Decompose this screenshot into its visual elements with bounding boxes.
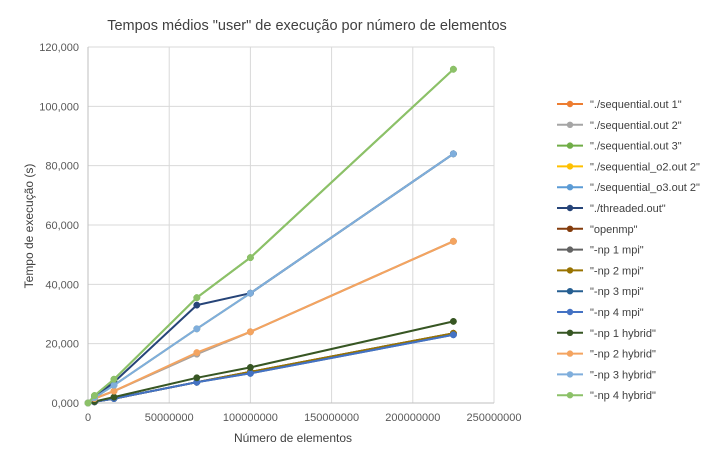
data-point xyxy=(193,301,201,309)
data-point xyxy=(449,331,457,339)
legend-item: "./sequential.out 3" xyxy=(557,141,682,153)
data-point xyxy=(193,325,201,333)
data-point xyxy=(246,254,254,262)
data-point xyxy=(193,294,201,302)
series-group xyxy=(84,65,457,407)
legend-label: "./sequential_o2.out 2" xyxy=(590,161,700,173)
legend-label: "-np 2 hybrid" xyxy=(590,349,656,361)
legend-label: "./sequential.out 3" xyxy=(590,141,682,153)
data-point xyxy=(193,374,201,382)
data-point xyxy=(449,317,457,325)
data-point xyxy=(246,289,254,297)
data-point xyxy=(110,381,118,389)
legend-label: "./threaded.out" xyxy=(590,203,666,215)
legend-item: "./sequential_o2.out 2" xyxy=(557,161,700,173)
legend-label: "./sequential.out 1" xyxy=(590,99,682,111)
legend-item: "-np 1 hybrid" xyxy=(557,328,656,340)
legend-swatch-marker xyxy=(566,288,574,295)
legend-item: "./threaded.out" xyxy=(557,203,666,215)
legend-item: "-np 1 mpi" xyxy=(557,245,644,257)
x-tick-label: 250000000 xyxy=(466,412,521,424)
legend-swatch-marker xyxy=(566,308,574,316)
legend-swatch-marker xyxy=(566,267,574,274)
y-tick-labels: 0,000 20,000 40,000 60,000 80,000 100,000 120,… xyxy=(39,42,79,410)
legend-swatch-marker xyxy=(566,142,574,149)
y-tick-label: 80,000 xyxy=(45,161,79,173)
legend-label: "-np 2 mpi" xyxy=(590,265,644,277)
legend-swatch-marker xyxy=(566,163,574,170)
legend-swatch-marker xyxy=(566,204,574,212)
x-tick-label: 200000000 xyxy=(385,412,440,424)
legend-label: "-np 1 mpi" xyxy=(590,245,644,257)
y-axis-title: Tempo de execução (s) xyxy=(22,164,36,289)
legend-item: "-np 3 mpi" xyxy=(557,286,644,298)
y-tick-label: 20,000 xyxy=(45,339,79,351)
series-15 xyxy=(84,65,457,407)
legend-item: "-np 3 hybrid" xyxy=(557,369,656,381)
legend-label: "openmp" xyxy=(590,224,638,236)
y-tick-label: 100,000 xyxy=(39,101,79,113)
x-tick-labels: 0 50000000 100000000 150000000 200000000 2500… xyxy=(85,412,522,424)
legend-item: "-np 4 mpi" xyxy=(557,307,644,319)
legend: "./sequential.out 1" "./sequential.out 2"… xyxy=(557,99,700,402)
legend-label: "-np 3 mpi" xyxy=(590,286,644,298)
legend-label: "./sequential_o3.out 2" xyxy=(590,182,700,194)
legend-item: "./sequential.out 1" xyxy=(557,99,682,111)
legend-swatch-marker xyxy=(566,100,574,108)
legend-item: "openmp" xyxy=(557,224,638,236)
data-point xyxy=(246,369,254,377)
legend-swatch-marker xyxy=(566,329,574,336)
axes xyxy=(87,47,494,404)
legend-swatch-marker xyxy=(566,371,574,378)
data-point xyxy=(449,65,457,73)
data-point xyxy=(84,399,92,407)
x-tick-label: 100000000 xyxy=(223,412,278,424)
legend-swatch-marker xyxy=(566,350,574,357)
data-point xyxy=(246,328,254,336)
legend-label: "./sequential.out 2" xyxy=(590,120,682,132)
legend-swatch-marker xyxy=(566,121,574,128)
data-point xyxy=(449,150,457,158)
x-tick-label: 50000000 xyxy=(145,412,194,424)
y-tick-label: 60,000 xyxy=(45,220,79,232)
legend-item: "-np 2 mpi" xyxy=(557,265,644,277)
data-point xyxy=(246,363,254,371)
y-tick-label: 0,000 xyxy=(51,398,79,410)
legend-label: "-np 4 hybrid" xyxy=(590,390,656,402)
legend-item: "-np 4 hybrid" xyxy=(557,390,656,402)
legend-label: "-np 3 hybrid" xyxy=(590,369,656,381)
data-point xyxy=(110,387,118,395)
data-point xyxy=(91,392,98,400)
data-point xyxy=(449,237,457,245)
x-tick-label: 0 xyxy=(85,412,91,424)
x-axis-title: Número de elementos xyxy=(234,431,352,445)
y-tick-label: 40,000 xyxy=(45,279,79,291)
data-point xyxy=(193,349,201,357)
x-tick-label: 150000000 xyxy=(304,412,359,424)
gridlines xyxy=(88,46,495,403)
y-tick-label: 120,000 xyxy=(39,42,79,54)
legend-item: "./sequential.out 2" xyxy=(557,120,682,132)
legend-item: "-np 2 hybrid" xyxy=(557,349,656,361)
legend-label: "-np 4 mpi" xyxy=(590,307,644,319)
legend-item: "./sequential_o3.out 2" xyxy=(557,182,700,194)
legend-label: "-np 1 hybrid" xyxy=(590,328,656,340)
chart-title: Tempos médios "user" de execução por núm… xyxy=(107,18,507,34)
legend-swatch-marker xyxy=(566,246,574,253)
legend-swatch-marker xyxy=(566,184,574,191)
data-point xyxy=(110,393,118,401)
data-point xyxy=(110,375,118,383)
legend-swatch-marker xyxy=(566,392,574,399)
legend-swatch-marker xyxy=(566,225,574,232)
